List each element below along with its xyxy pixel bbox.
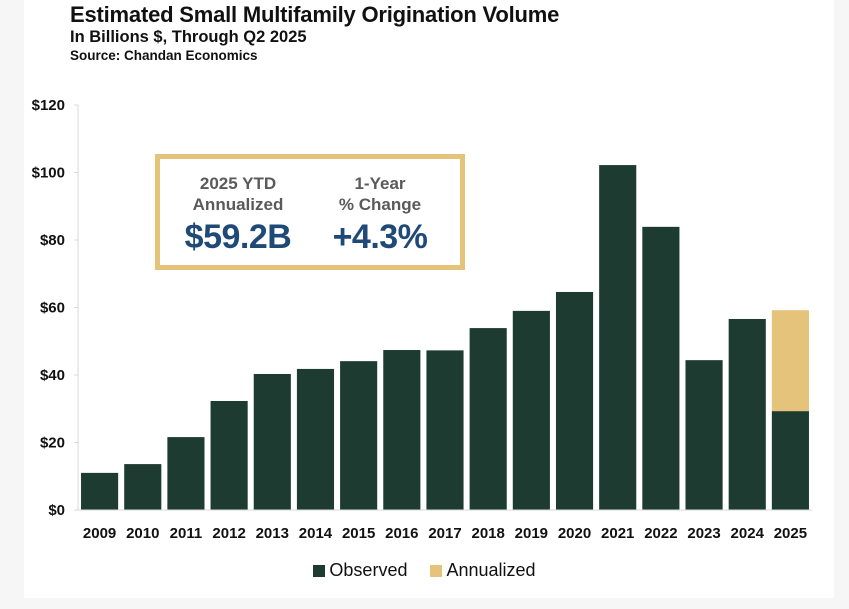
x-tick-label: 2025 <box>774 525 807 542</box>
ytd-annualized-stat: 2025 YTD Annualized $59.2B <box>168 173 308 257</box>
bars <box>81 165 809 510</box>
x-axis: 2009 2010 2011 2012 2013 2014 2015 2016 2017 2018… <box>78 509 812 542</box>
bar-observed-2016 <box>383 350 421 510</box>
chart-title: Estimated Small Multifamily Origination … <box>70 2 560 27</box>
bar-observed-2009 <box>81 472 119 510</box>
change-label-line1: 1-Year <box>354 174 406 193</box>
x-tick-label: 2020 <box>558 525 591 542</box>
bar-observed-2011 <box>167 437 205 510</box>
x-tick-label: 2022 <box>644 525 677 542</box>
x-tick-label: 2023 <box>687 525 720 542</box>
x-tick-label: 2015 <box>342 525 375 542</box>
x-tick-label: 2024 <box>731 525 765 542</box>
x-tick-label: 2013 <box>256 525 289 542</box>
bar-observed-2025 <box>771 411 809 510</box>
legend-label-annualized: Annualized <box>446 560 536 580</box>
ytd-label-line2: Annualized <box>192 195 284 214</box>
bar-observed-2014 <box>296 368 335 510</box>
bar-annualized-2025 <box>771 310 809 412</box>
y-axis: $0 $20 $40 $60 $80 $100 $120 <box>32 97 79 519</box>
chart-source: Source: Chandan Economics <box>70 48 258 63</box>
y-tick-label: $40 <box>40 367 65 384</box>
x-tick-label: 2012 <box>212 525 245 542</box>
legend: Observed Annualized <box>0 560 849 582</box>
y-tick-label: $80 <box>40 232 65 249</box>
legend-swatch-annualized <box>430 564 443 577</box>
bar-observed-2021 <box>599 165 637 510</box>
bar-observed-2020 <box>555 291 594 510</box>
one-year-change-stat: 1-Year % Change +4.3% <box>310 173 450 257</box>
x-tick-label: 2021 <box>601 525 634 542</box>
legend-swatch-observed <box>313 564 326 577</box>
legend-label-observed: Observed <box>329 560 408 580</box>
x-tick-label: 2018 <box>471 525 504 542</box>
x-tick-label: 2016 <box>385 525 418 542</box>
ytd-callout-box: 2025 YTD Annualized $59.2B 1-Year % Chan… <box>155 154 465 270</box>
ytd-value: $59.2B <box>184 218 292 256</box>
y-tick-label: $0 <box>48 502 65 519</box>
bar-observed-2015 <box>340 361 378 510</box>
x-tick-label: 2017 <box>428 525 461 542</box>
change-label-line2: % Change <box>338 195 422 214</box>
legend-item-annualized: Annualized <box>430 560 536 581</box>
bar-observed-2013 <box>253 373 291 510</box>
x-tick-label: 2010 <box>126 525 159 542</box>
bar-observed-2024 <box>728 318 766 510</box>
x-tick-label: 2014 <box>299 525 333 542</box>
legend-item-observed: Observed <box>313 560 407 581</box>
bar-observed-2023 <box>685 360 723 510</box>
x-tick-label: 2011 <box>170 525 203 542</box>
bar-observed-2017 <box>426 350 464 510</box>
x-tick-label: 2009 <box>83 525 116 542</box>
y-tick-label: $100 <box>32 165 65 182</box>
bar-observed-2022 <box>642 226 680 510</box>
y-tick-label: $20 <box>40 435 65 452</box>
y-tick-label: $120 <box>32 97 65 114</box>
chart-subtitle: In Billions $, Through Q2 2025 <box>70 28 307 46</box>
bar-observed-2012 <box>210 400 248 510</box>
y-tick-label: $60 <box>40 300 65 317</box>
x-tick-label: 2019 <box>515 525 548 542</box>
change-value: +4.3% <box>332 218 428 256</box>
bar-observed-2019 <box>512 310 550 510</box>
bar-observed-2010 <box>124 464 162 510</box>
ytd-label-line1: 2025 YTD <box>199 174 277 193</box>
bar-observed-2018 <box>469 328 507 510</box>
